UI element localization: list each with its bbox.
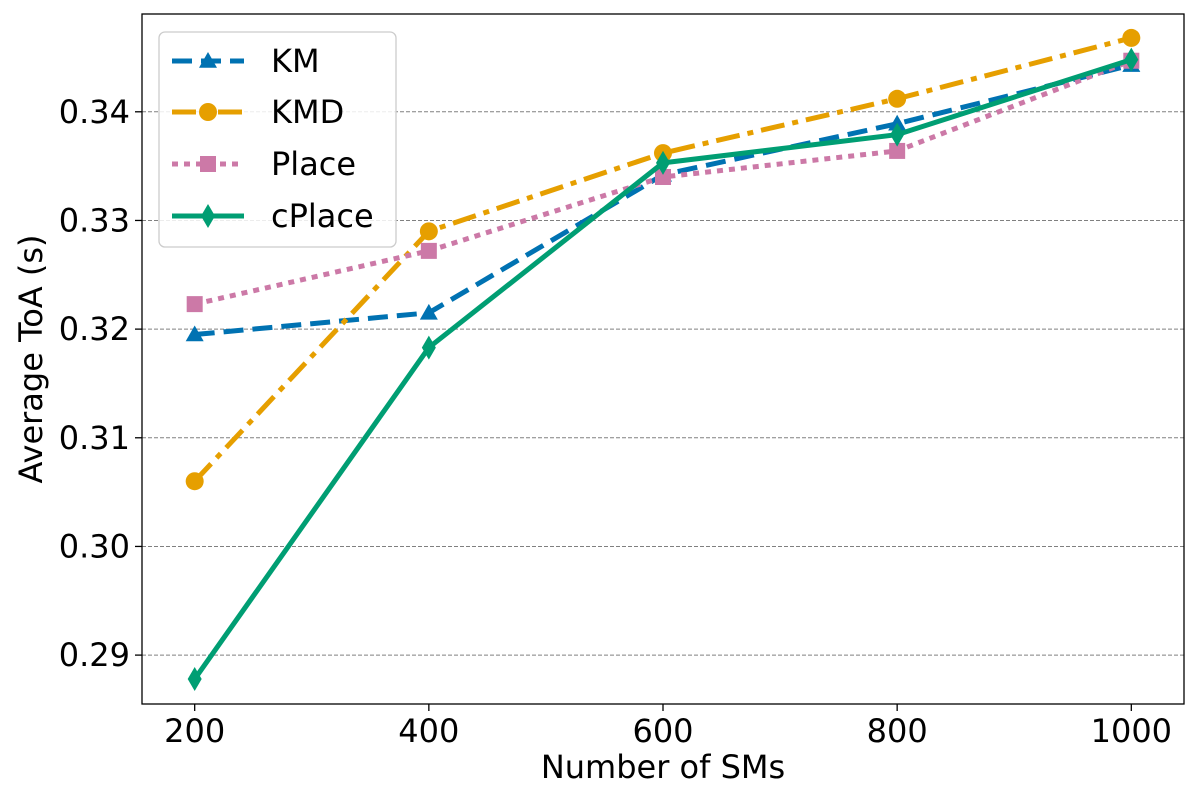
data-point [419,222,438,241]
series-cplace [187,47,1139,692]
x-tick-label: 200 [164,712,225,750]
data-point [185,325,204,342]
data-point [186,296,203,313]
data-point [185,472,204,491]
x-axis-label: Number of SMs [541,748,785,786]
data-point [889,142,906,159]
axis-ticks: 200 400 600 800 1000 0.29 0.30 0.31 0.32 0.33 0.34 [59,93,1172,750]
legend-marker [199,52,217,68]
legend-box [158,31,397,248]
plot-series [185,28,1141,692]
x-tick-label: 800 [867,712,928,750]
y-tick-label: 0.33 [59,201,130,239]
y-tick-label: 0.32 [59,310,130,348]
legend-marker [199,103,217,121]
y-tick-label: 0.34 [59,93,130,131]
data-point [656,150,670,175]
legend-item-place: Place [172,145,356,183]
x-tick-label: 400 [398,712,459,750]
data-point [187,667,202,692]
data-point [1124,47,1139,72]
legend-item-km: KM [172,42,320,80]
data-point [419,303,438,320]
legend-label: Place [271,145,356,183]
legend-label: cPlace [271,197,374,235]
legend-item-kmd: KMD [172,93,344,131]
data-point [655,168,671,185]
x-tick-label: 600 [632,712,693,750]
legend-item-cplace: cPlace [172,197,374,235]
y-tick-label: 0.29 [59,636,130,674]
data-point [1122,28,1141,47]
data-point [421,335,436,360]
x-tick-label: 1000 [1091,712,1172,750]
data-point [888,89,907,108]
y-tick-label: 0.31 [59,419,130,457]
data-point [420,242,437,259]
y-axis-label: Average ToA (s) [12,235,50,484]
legend-marker [200,156,216,172]
y-tick-label: 0.30 [59,527,130,565]
chart-legend: KM KMD Place cPlace [158,31,397,248]
legend-marker [201,204,215,228]
legend-label: KM [271,42,320,80]
data-point [890,122,905,147]
legend-label: KMD [271,93,344,131]
